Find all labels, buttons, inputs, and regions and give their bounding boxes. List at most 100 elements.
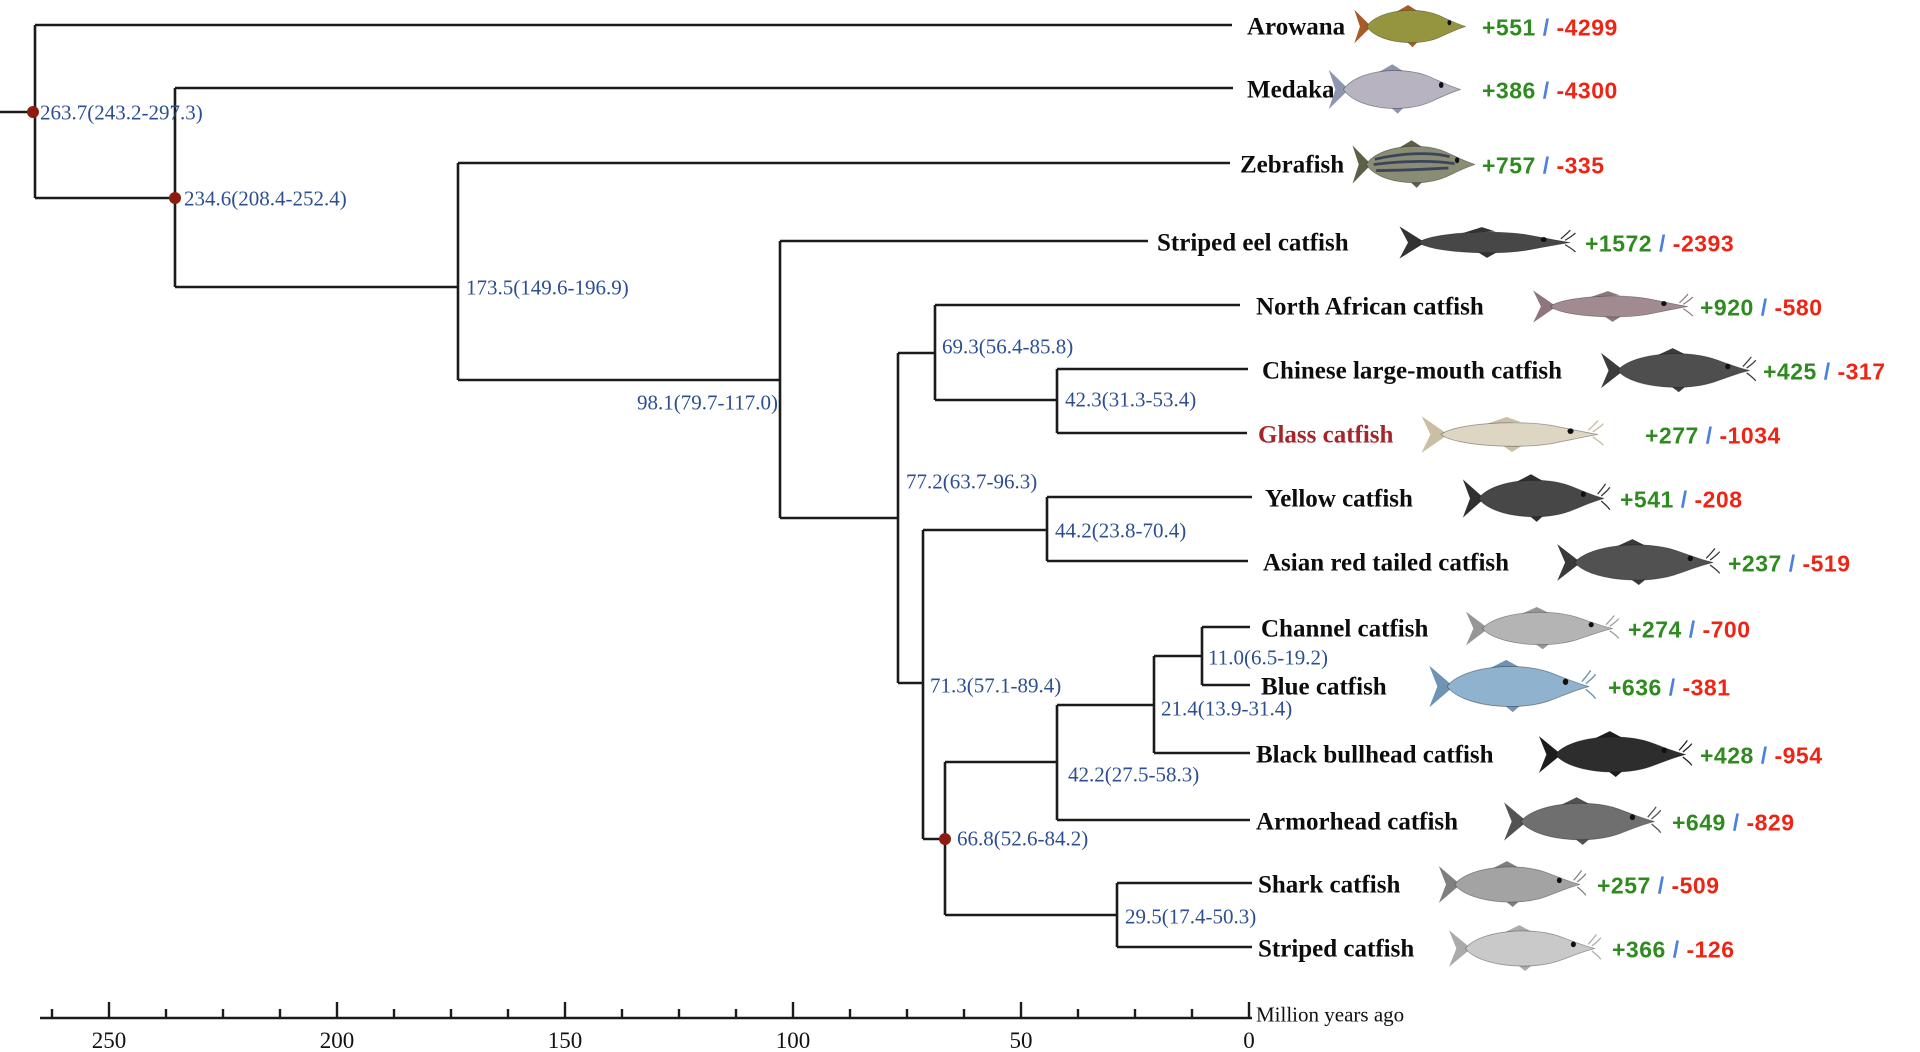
fish-eye [1570,941,1576,948]
fish-icon-shark [1436,860,1588,915]
loss-value: -126 [1686,936,1735,963]
node-age-label-n66: 66.8(52.6-84.2) [957,826,1089,851]
gene-change-black-bullhead: +428 / -954 [1700,742,1823,769]
node-age-label-n29: 29.5(17.4-50.3) [1125,904,1257,929]
fish-dorsal-fin [1462,227,1496,233]
fish-tail [1421,416,1449,453]
node-age-label-n71: 71.3(57.1-89.4) [930,673,1062,698]
fish-barbels [1573,869,1587,896]
fish-eye [1556,877,1562,884]
slash-separator: / [1650,872,1672,899]
gain-value: +425 [1763,358,1817,385]
node-age-label-n69: 69.3(56.4-85.8) [942,334,1074,359]
gene-change-yellow: +541 / -208 [1620,486,1743,513]
gene-change-channel: +274 / -700 [1628,616,1751,643]
fish-icon-zebrafish [1350,139,1482,196]
fish-barbels [1605,615,1620,639]
fish-body [1454,866,1581,903]
axis-tick-label: 150 [548,1028,583,1052]
gene-change-north-african: +920 / -580 [1700,294,1823,321]
gene-change-armorhead: +649 / -829 [1672,809,1795,836]
axis-tick-label: 100 [776,1028,811,1052]
fish-tail [1533,290,1557,323]
fish-icon-glass [1418,410,1606,465]
fish-barbels [1597,483,1611,511]
slash-separator: / [1673,486,1695,513]
gain-value: +636 [1608,674,1662,701]
fish-barbels [1742,356,1757,382]
species-label-chinese: Chinese large-mouth catfish [1262,357,1562,385]
fish-tail [1601,352,1624,389]
loss-value: -700 [1702,616,1751,643]
loss-value: -317 [1837,358,1886,385]
gain-value: +257 [1597,872,1651,899]
fish-tail [1429,665,1454,708]
fish-stripes [1373,152,1455,172]
fish-icon-armorhead [1501,796,1663,853]
node-age-label-n98: 98.1(79.7-117.0) [637,390,778,415]
fish-body [1481,611,1613,646]
gene-change-chinese: +425 / -317 [1763,358,1886,385]
gene-change-arowana: +551 / -4299 [1482,14,1618,41]
fish-icon-striped [1446,924,1603,979]
fish-tail [1328,69,1349,110]
gain-value: +551 [1482,14,1536,41]
fish-dorsal-fin [1487,417,1521,424]
fish-body [1554,736,1686,773]
loss-value: -4300 [1556,77,1618,104]
species-label-striped-eel: Striped eel catfish [1157,229,1349,257]
gain-value: +541 [1620,486,1674,513]
fish-tail [1438,866,1461,903]
slash-separator: / [1725,809,1747,836]
fish-tail [1399,226,1426,259]
fish-body [1366,10,1466,43]
axis-tick-label: 250 [92,1028,127,1052]
fish-icon-asian-red [1554,538,1722,593]
slash-separator: / [1753,294,1775,321]
fish-eye [1567,428,1574,434]
fish-icon-north-african [1530,285,1695,334]
loss-value: -509 [1671,872,1720,899]
gain-value: +386 [1482,77,1536,104]
node-age-label-n44: 44.2(23.8-70.4) [1055,518,1187,543]
slash-separator: / [1753,742,1775,769]
fish-eye [1580,491,1586,498]
gene-change-striped-eel: +1572 / -2393 [1585,230,1735,257]
fish-tail [1504,802,1527,841]
fish-eye [1447,20,1452,26]
species-label-blue: Blue catfish [1261,673,1387,701]
loss-value: -208 [1694,486,1743,513]
loss-value: -2393 [1672,230,1735,257]
node-dot [939,833,951,845]
fish-barbels [1705,547,1721,574]
fish-barbels [1678,293,1694,317]
gain-value: +237 [1728,550,1782,577]
node-age-label-n77: 77.2(63.7-96.3) [906,469,1038,494]
loss-value: -4299 [1556,14,1618,41]
fish-eye [1725,363,1731,370]
fish-barbels [1587,419,1604,446]
gene-change-glass: +277 / -1034 [1645,422,1781,449]
fish-tail [1465,611,1489,646]
fish-eye [1661,301,1667,307]
fish-dorsal-fin [1590,291,1621,297]
gene-change-asian-red: +237 / -519 [1728,550,1851,577]
fish-icon-striped-eel [1396,221,1578,270]
slash-separator: / [1535,14,1557,41]
species-label-channel: Channel catfish [1261,615,1429,643]
fish-eye [1540,237,1547,243]
gene-change-striped: +366 / -126 [1612,936,1735,963]
slash-separator: / [1816,358,1838,385]
fish-body [1478,479,1605,518]
species-label-shark: Shark catfish [1258,871,1401,899]
species-label-yellow: Yellow catfish [1265,485,1413,513]
loss-value: -580 [1774,294,1823,321]
gain-value: +277 [1645,422,1699,449]
fish-ventral-fin [1502,445,1523,452]
gain-value: +920 [1700,294,1754,321]
fish-eye [1454,157,1460,164]
fish-body [1574,544,1714,581]
species-label-glass: Glass catfish [1258,421,1394,449]
